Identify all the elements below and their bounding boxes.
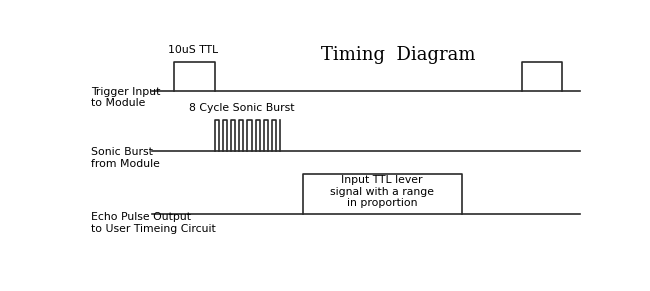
Text: Sonic Burst
from Module: Sonic Burst from Module xyxy=(91,147,160,169)
Text: Input TTL lever
signal with a range
in proportion: Input TTL lever signal with a range in p… xyxy=(330,175,434,208)
Text: 8 Cycle Sonic Burst: 8 Cycle Sonic Burst xyxy=(188,103,294,113)
Text: Trigger Input
to Module: Trigger Input to Module xyxy=(91,87,161,109)
Text: 10uS TTL: 10uS TTL xyxy=(168,45,218,55)
Text: Timing  Diagram: Timing Diagram xyxy=(321,46,476,64)
Text: Echo Pulse Output
to User Timeing Circuit: Echo Pulse Output to User Timeing Circui… xyxy=(91,212,216,234)
